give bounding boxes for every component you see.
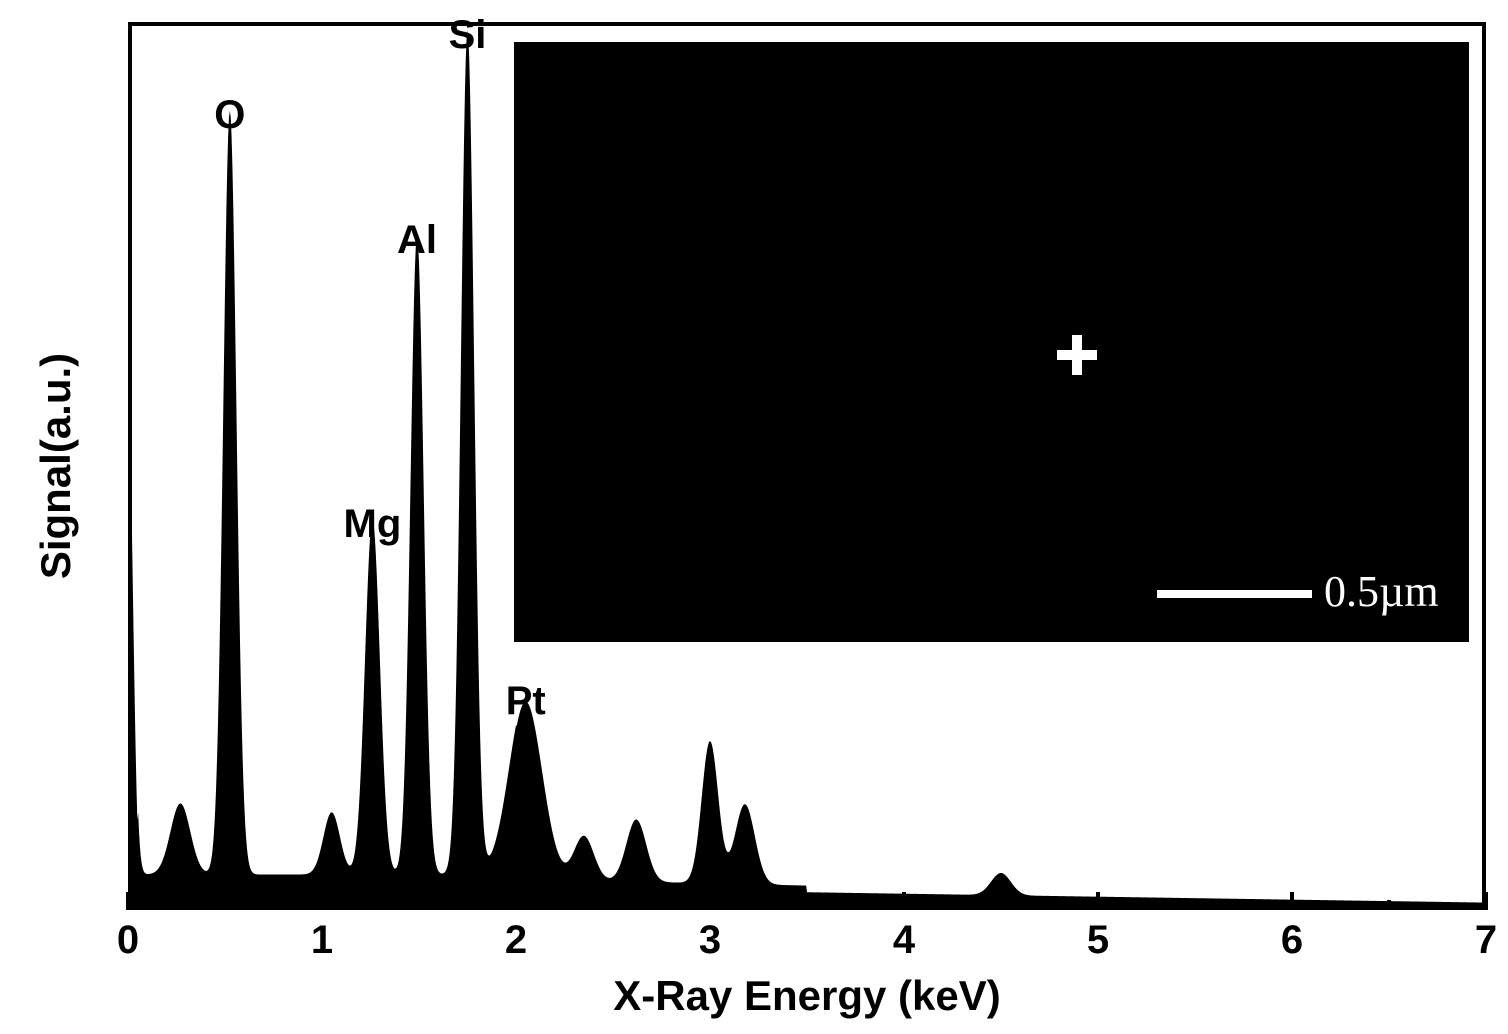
x-tick-minor	[1193, 900, 1197, 910]
x-tick-major	[708, 892, 712, 910]
scale-bar-label: 0.5µm	[1324, 566, 1439, 617]
x-tick-minor	[417, 900, 421, 910]
x-tick-major	[514, 892, 518, 910]
x-axis-label: X-Ray Energy (keV)	[613, 972, 1000, 1020]
peak-label-o: O	[214, 93, 245, 138]
x-tick-label: 6	[1281, 918, 1303, 963]
x-tick-minor	[1387, 900, 1391, 910]
x-tick-major	[902, 892, 906, 910]
x-tick-minor	[611, 900, 615, 910]
x-tick-label: 5	[1087, 918, 1109, 963]
x-tick-label: 4	[893, 918, 915, 963]
y-axis-label: Signal(a.u.)	[32, 353, 80, 579]
x-tick-minor	[805, 900, 809, 910]
x-tick-major	[320, 892, 324, 910]
peak-label-si: Si	[449, 13, 487, 58]
peak-label-al: Al	[397, 218, 437, 263]
x-tick-major	[1096, 892, 1100, 910]
eds-figure: O Mg Al Si Pt 0 1 2 3 4 5 6 7 X-Ray Energy (keV) Si…	[0, 0, 1508, 1034]
x-tick-label: 2	[505, 918, 527, 963]
sem-inset-image: 0.5µm	[514, 42, 1469, 642]
peak-label-mg: Mg	[344, 502, 402, 547]
x-tick-major	[1290, 892, 1294, 910]
x-tick-major	[126, 892, 130, 910]
peak-label-pt: Pt	[506, 679, 546, 724]
x-tick-label: 3	[699, 918, 721, 963]
x-tick-label: 0	[117, 918, 139, 963]
x-tick-label: 7	[1475, 918, 1497, 963]
x-tick-minor	[999, 900, 1003, 910]
scale-bar	[1157, 590, 1312, 598]
x-tick-minor	[223, 900, 227, 910]
inset-cross-marker	[1057, 350, 1097, 360]
x-tick-label: 1	[311, 918, 333, 963]
x-tick-major	[1484, 892, 1488, 910]
